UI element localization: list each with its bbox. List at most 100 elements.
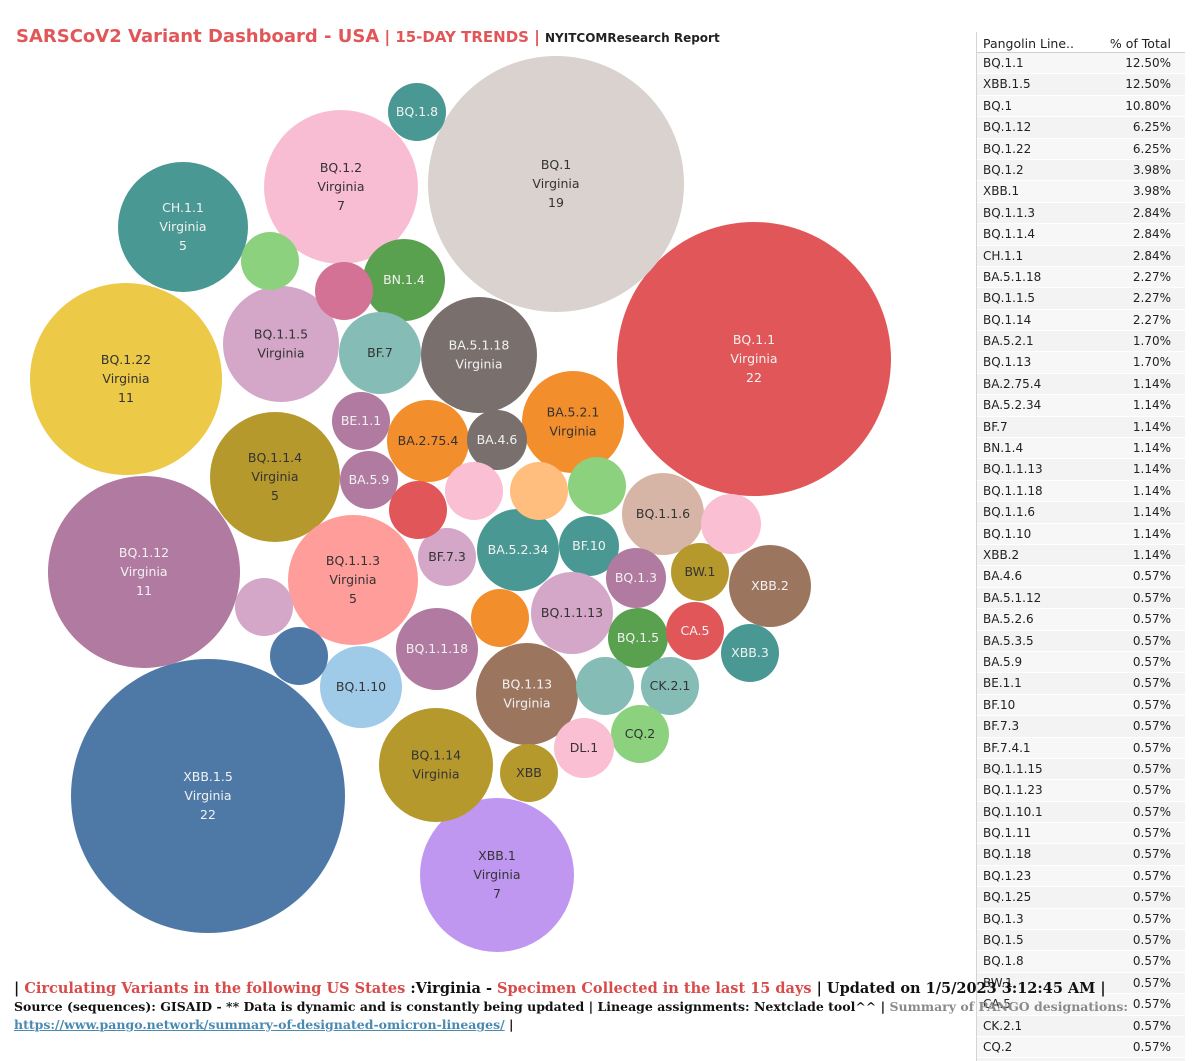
bubble-circle[interactable] bbox=[510, 462, 568, 520]
table-row[interactable]: BQ.1 10.80% bbox=[977, 95, 1185, 118]
table-row[interactable]: BF.10 0.57% bbox=[977, 694, 1185, 717]
bubble-circle[interactable] bbox=[379, 708, 493, 822]
bubble-circle[interactable] bbox=[396, 608, 478, 690]
bubble-circle[interactable] bbox=[617, 222, 891, 496]
bubble-circle[interactable] bbox=[622, 473, 704, 555]
table-row[interactable]: BQ.1.5 0.57% bbox=[977, 930, 1185, 952]
bubble-circle[interactable] bbox=[210, 412, 340, 542]
bubble-bq-1-1-13[interactable]: BQ.1.1.13 bbox=[531, 572, 613, 654]
bubble-ca-5[interactable]: CA.5 bbox=[666, 602, 724, 660]
bubble-circle[interactable] bbox=[420, 798, 574, 952]
bubble-circle[interactable] bbox=[671, 543, 729, 601]
bubble-cq-2[interactable]: CQ.2 bbox=[611, 705, 669, 763]
bubble-bf-7[interactable]: BF.7 bbox=[339, 312, 421, 394]
table-row[interactable]: BW.1 0.57% bbox=[977, 973, 1185, 995]
bubble-ba-5-9[interactable]: BA.5.9 bbox=[340, 451, 398, 509]
table-row[interactable]: BQ.1.1.3 2.84% bbox=[977, 203, 1185, 225]
bubble-ba-2-75-4[interactable]: BA.2.75.4 bbox=[387, 400, 469, 482]
bubble-bq-1-12[interactable]: BQ.1.12 Virginia 11 bbox=[48, 476, 240, 668]
bubble-ba-5-2-1[interactable]: BA.5.2.1 Virginia bbox=[522, 371, 624, 473]
bubble-circle[interactable] bbox=[568, 457, 626, 515]
table-row[interactable]: BQ.1.10.1 0.57% bbox=[977, 802, 1185, 824]
table-row[interactable]: BA.2.75.4 1.14% bbox=[977, 374, 1185, 396]
bubble-bq-1-1-6[interactable]: BQ.1.1.6 bbox=[622, 473, 704, 555]
table-row[interactable]: BQ.1.1.6 1.14% bbox=[977, 502, 1185, 524]
bubble-unlabeled[interactable] bbox=[241, 232, 299, 290]
bubble-bq-1-8[interactable]: BQ.1.8 bbox=[388, 83, 446, 141]
bubble-xbb-3[interactable]: XBB.3 bbox=[721, 624, 779, 682]
bubble-circle[interactable] bbox=[729, 545, 811, 627]
table-row[interactable]: CH.1.1 2.84% bbox=[977, 246, 1185, 267]
bubble-circle[interactable] bbox=[554, 718, 614, 778]
table-row[interactable]: CA.5 0.57% bbox=[977, 994, 1185, 1016]
table-row[interactable]: BA.5.1.12 0.57% bbox=[977, 588, 1185, 610]
bubble-circle[interactable] bbox=[611, 705, 669, 763]
bubble-circle[interactable] bbox=[666, 602, 724, 660]
bubble-unlabeled[interactable] bbox=[445, 462, 503, 520]
table-row[interactable]: BQ.1.11 0.57% bbox=[977, 823, 1185, 845]
bubble-circle[interactable] bbox=[641, 657, 699, 715]
table-row[interactable]: CQ.2 0.57% bbox=[977, 1036, 1185, 1059]
lineage-table[interactable]: Pangolin Line.. % of Total BQ.1.1 12.50% X… bbox=[976, 32, 1185, 1061]
bubble-circle[interactable] bbox=[476, 643, 578, 745]
table-row[interactable]: BQ.1.1.18 1.14% bbox=[977, 480, 1185, 503]
bubble-circle[interactable] bbox=[288, 515, 418, 645]
table-row[interactable]: BQ.1.25 0.57% bbox=[977, 887, 1185, 909]
table-row[interactable]: BA.5.2.6 0.57% bbox=[977, 609, 1185, 631]
table-row[interactable]: BF.7.3 0.57% bbox=[977, 716, 1185, 738]
table-row[interactable]: BQ.1.1 12.50% bbox=[977, 53, 1185, 75]
table-row[interactable]: BF.7.4.1 0.57% bbox=[977, 737, 1185, 759]
bubble-bq-1-13[interactable]: BQ.1.13 Virginia bbox=[476, 643, 578, 745]
bubble-bq-1-1-18[interactable]: BQ.1.1.18 bbox=[396, 608, 478, 690]
bubble-circle[interactable] bbox=[576, 657, 634, 715]
bubble-circle[interactable] bbox=[339, 312, 421, 394]
table-row[interactable]: BQ.1.2 3.98% bbox=[977, 160, 1185, 182]
table-row[interactable]: BQ.1.3 0.57% bbox=[977, 908, 1185, 931]
table-row[interactable]: BQ.1.22 6.25% bbox=[977, 138, 1185, 160]
bubble-bq-1[interactable]: BQ.1 Virginia 19 bbox=[428, 56, 684, 312]
bubble-xbb[interactable]: XBB bbox=[500, 744, 558, 802]
bubble-bn-1-4[interactable]: BN.1.4 bbox=[363, 239, 445, 321]
bubble-circle[interactable] bbox=[270, 627, 328, 685]
bubble-bq-1-1-5[interactable]: BQ.1.1.5 Virginia bbox=[223, 286, 339, 402]
bubble-bq-1-22[interactable]: BQ.1.22 Virginia 11 bbox=[30, 283, 222, 475]
table-row[interactable]: BQ.1.12 6.25% bbox=[977, 117, 1185, 139]
bubble-xbb-1[interactable]: XBB.1 Virginia 7 bbox=[420, 798, 574, 952]
table-row[interactable]: BE.1.1 0.57% bbox=[977, 673, 1185, 695]
bubble-ch-1-1[interactable]: CH.1.1 Virginia 5 bbox=[118, 162, 248, 292]
bubble-unlabeled[interactable] bbox=[510, 462, 568, 520]
bubble-circle[interactable] bbox=[421, 297, 537, 413]
bubble-circle[interactable] bbox=[721, 624, 779, 682]
bubble-unlabeled[interactable] bbox=[471, 589, 529, 647]
bubble-circle[interactable] bbox=[467, 410, 527, 470]
bubble-circle[interactable] bbox=[315, 262, 373, 320]
bubble-circle[interactable] bbox=[387, 400, 469, 482]
table-row[interactable]: BQ.1.1.5 2.27% bbox=[977, 288, 1185, 310]
table-row[interactable]: BQ.1.13 1.70% bbox=[977, 352, 1185, 374]
bubble-circle[interactable] bbox=[223, 286, 339, 402]
table-row[interactable]: BQ.1.1.23 0.57% bbox=[977, 780, 1185, 802]
bubble-circle[interactable] bbox=[531, 572, 613, 654]
bubble-unlabeled[interactable] bbox=[235, 578, 293, 636]
bubble-circle[interactable] bbox=[320, 646, 402, 728]
bubble-bq-1-5[interactable]: BQ.1.5 bbox=[608, 608, 668, 668]
bubble-bq-1-3[interactable]: BQ.1.3 bbox=[606, 548, 666, 608]
bubble-circle[interactable] bbox=[30, 283, 222, 475]
variant-bubble-chart[interactable]: BQ.1.1 Virginia 22 XBB.1.5 Virginia 22 BQ.1 Vir… bbox=[0, 50, 960, 970]
bubble-xbb-1-5[interactable]: XBB.1.5 Virginia 22 bbox=[71, 659, 345, 933]
bubble-circle[interactable] bbox=[477, 509, 559, 591]
bubble-circle[interactable] bbox=[235, 578, 293, 636]
table-row[interactable]: BQ.1.14 2.27% bbox=[977, 309, 1185, 332]
column-header-percent[interactable]: % of Total bbox=[1109, 36, 1171, 51]
table-row[interactable]: XBB.2 1.14% bbox=[977, 545, 1185, 567]
bubble-circle[interactable] bbox=[340, 451, 398, 509]
bubble-ck-2-1[interactable]: CK.2.1 bbox=[641, 657, 699, 715]
bubble-circle[interactable] bbox=[264, 110, 418, 264]
bubble-ba-5-1-18[interactable]: BA.5.1.18 Virginia bbox=[421, 297, 537, 413]
bubble-circle[interactable] bbox=[418, 528, 476, 586]
bubble-circle[interactable] bbox=[118, 162, 248, 292]
table-row[interactable]: BA.4.6 0.57% bbox=[977, 566, 1185, 588]
bubble-unlabeled[interactable] bbox=[270, 627, 328, 685]
bubble-ba-5-2-34[interactable]: BA.5.2.34 bbox=[477, 509, 559, 591]
bubble-bw-1[interactable]: BW.1 bbox=[671, 543, 729, 601]
